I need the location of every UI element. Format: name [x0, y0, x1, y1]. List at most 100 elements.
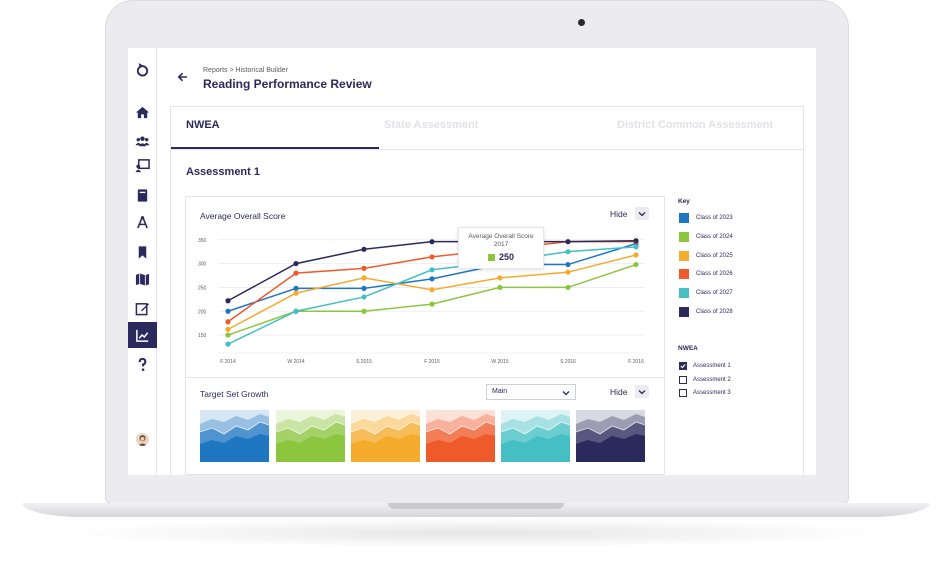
tooltip-year: 2017: [493, 241, 509, 248]
growth-collapse-toggle[interactable]: [635, 385, 649, 398]
laptop-shadow: [60, 518, 892, 548]
checkbox-label: Assessment 3: [693, 390, 731, 396]
nwea-filter-title: NWEA: [678, 345, 698, 352]
x-tick-label: F 2016: [628, 359, 644, 365]
data-point: [225, 326, 231, 332]
average-score-panel: Average Overall Score Hide 150 200 250 300 3…: [185, 196, 665, 475]
key-swatch: [679, 251, 689, 261]
data-point: [361, 294, 367, 300]
tab-district-common-assessment[interactable]: District Common Assessment: [617, 119, 774, 131]
key-item-class-2025[interactable]: Class of 2025: [679, 251, 733, 261]
data-point: [225, 308, 231, 314]
panel-divider: [186, 377, 664, 378]
back-arrow-icon[interactable]: [176, 70, 190, 84]
assessment-3-checkbox[interactable]: Assessment 3: [679, 389, 731, 397]
key-label: Class of 2027: [696, 290, 733, 296]
x-tick-label: W 2014: [287, 359, 304, 365]
presentation-icon[interactable]: [128, 152, 157, 178]
check-icon: [680, 364, 686, 369]
y-tick-label: 350: [198, 238, 207, 244]
data-point: [429, 287, 435, 293]
user-avatar[interactable]: [136, 433, 149, 446]
bookmark-icon[interactable]: [128, 239, 157, 265]
edit-icon[interactable]: [128, 295, 157, 321]
series-line: [227, 240, 636, 323]
x-tick-label: F 2014: [220, 359, 236, 365]
tooltip-value: 250: [459, 252, 543, 262]
chart-tooltip: Average Overall Score 2017 250: [458, 227, 544, 269]
growth-view-select[interactable]: Main: [486, 384, 576, 400]
y-tick-label: 150: [198, 333, 207, 339]
data-point: [361, 275, 367, 281]
line-chart: 150 200 250 300 350 F 2014 W 2014 S 2015 F 2015 W…: [198, 238, 644, 365]
chart-hide-button[interactable]: Hide: [610, 209, 628, 219]
key-title: Key: [678, 198, 690, 205]
data-point: [565, 249, 571, 255]
checkbox-checked[interactable]: [679, 362, 687, 370]
key-label: Class of 2023: [696, 215, 733, 221]
y-tick-label: 250: [198, 285, 207, 291]
assessment-2-checkbox[interactable]: Assessment 2: [679, 376, 731, 384]
growth-hide-button[interactable]: Hide: [610, 387, 628, 397]
y-tick-label: 300: [198, 262, 207, 268]
chart-title: Average Overall Score: [200, 211, 286, 221]
data-point: [429, 276, 435, 282]
chart-collapse-toggle[interactable]: [635, 207, 649, 220]
data-point: [293, 270, 299, 276]
logo-icon[interactable]: [128, 56, 157, 82]
chevron-down-icon: [638, 211, 646, 216]
active-tab-indicator: [171, 147, 379, 149]
data-point: [565, 284, 571, 291]
data-point: [633, 261, 639, 268]
key-item-class-2026[interactable]: Class of 2026: [679, 269, 733, 279]
data-point: [361, 265, 367, 271]
tab-nwea[interactable]: NWEA: [186, 119, 220, 131]
compass-icon[interactable]: [128, 209, 157, 235]
key-swatch: [679, 307, 689, 317]
checkbox-unchecked[interactable]: [679, 389, 687, 397]
data-point: [293, 260, 299, 267]
checkbox-label: Assessment 1: [693, 363, 731, 369]
growth-thumbnail[interactable]: [426, 410, 495, 462]
checkbox-unchecked[interactable]: [679, 376, 687, 384]
data-point: [429, 239, 435, 245]
data-point: [361, 246, 367, 252]
data-point: [225, 332, 231, 338]
chevron-down-icon: [638, 389, 646, 394]
data-point: [293, 285, 299, 291]
key-label: Class of 2025: [696, 253, 733, 259]
growth-thumbnail[interactable]: [576, 410, 645, 462]
key-item-class-2023[interactable]: Class of 2023: [679, 213, 733, 223]
users-icon[interactable]: [128, 128, 157, 154]
breadcrumb[interactable]: Reports > Historical Builder: [203, 67, 289, 74]
reports-icon[interactable]: [128, 322, 157, 348]
help-icon[interactable]: [128, 351, 157, 377]
key-label: Class of 2024: [696, 234, 733, 240]
growth-thumbnail[interactable]: [200, 410, 269, 462]
section-title: Assessment 1: [186, 166, 260, 178]
growth-thumbnail[interactable]: [351, 410, 420, 462]
growth-thumbnail[interactable]: [276, 410, 345, 462]
key-swatch: [679, 269, 689, 279]
series-line: [227, 246, 637, 345]
page-title: Reading Performance Review: [203, 77, 372, 91]
key-label: Class of 2028: [696, 309, 733, 315]
checkbox-label: Assessment 2: [693, 377, 731, 383]
map-icon[interactable]: [128, 266, 157, 292]
growth-title: Target Set Growth: [200, 389, 269, 399]
key-item-class-2027[interactable]: Class of 2027: [679, 288, 733, 298]
tab-divider: [171, 149, 805, 150]
book-icon[interactable]: [128, 182, 157, 208]
y-tick-label: 200: [198, 309, 207, 315]
tab-state-assessment[interactable]: State Assessment: [384, 119, 479, 131]
key-item-class-2024[interactable]: Class of 2024: [679, 232, 733, 242]
tooltip-swatch: [487, 253, 495, 261]
assessment-1-checkbox[interactable]: Assessment 1: [679, 362, 731, 370]
data-point: [633, 252, 639, 258]
home-icon[interactable]: [128, 99, 157, 125]
key-item-class-2028[interactable]: Class of 2028: [679, 307, 733, 317]
growth-thumbnail[interactable]: [501, 410, 570, 462]
data-point: [633, 244, 639, 250]
camera-dot: [578, 19, 585, 26]
